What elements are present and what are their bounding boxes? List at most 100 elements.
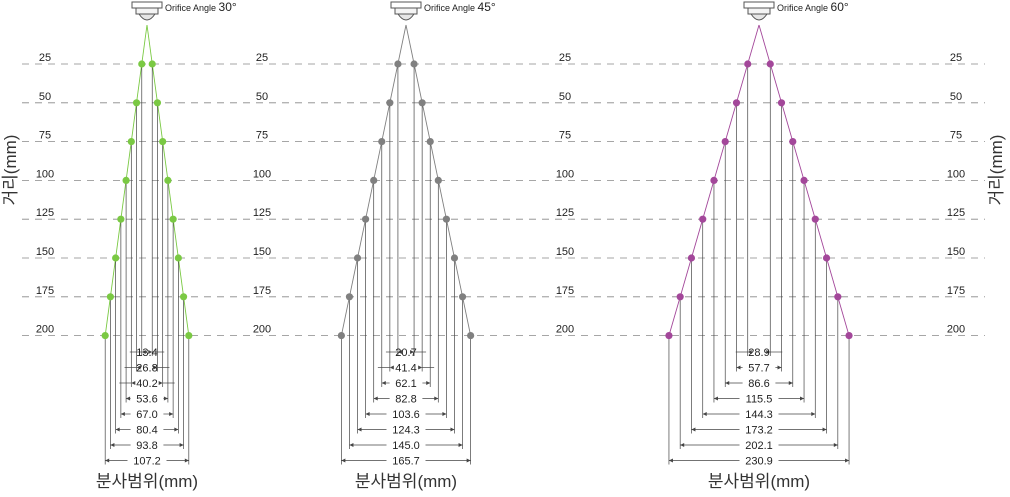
dimension-arrow-right	[766, 350, 771, 354]
dimension-arrow-left	[120, 412, 125, 416]
nozzle-tip	[750, 13, 768, 21]
orifice-angle-value: 30°	[219, 0, 237, 14]
orifice-angle-prefix: Orifice Angle	[165, 3, 219, 13]
panel-0: Orifice Angle 30° 13.4 26.8 40.2 53.6 67.0 80.…	[96, 0, 237, 491]
data-point	[174, 254, 182, 262]
data-point	[410, 60, 418, 68]
data-point	[676, 293, 684, 301]
dimension-arrow-left	[702, 412, 707, 416]
dimension-arrow-left	[357, 427, 362, 432]
width-label-25: 13.4	[136, 347, 157, 359]
data-point	[164, 176, 172, 184]
dimension-arrow-right	[169, 412, 174, 416]
data-point	[127, 138, 135, 146]
data-point	[159, 138, 167, 146]
distance-tick-label-100: 100	[36, 168, 54, 180]
distance-tick-label-75: 75	[950, 130, 962, 142]
distance-tick-label-150: 150	[947, 246, 965, 258]
x-axis-label: 분사범위(mm)	[708, 472, 810, 491]
orifice-angle-prefix: Orifice Angle	[777, 3, 831, 13]
distance-tick-label-75: 75	[39, 130, 51, 142]
distance-tick-label-25: 25	[950, 52, 962, 64]
spray-panels: Orifice Angle 30° 13.4 26.8 40.2 53.6 67.0 80.…	[96, 0, 853, 491]
nozzle-body	[394, 7, 418, 15]
nozzle-body	[747, 7, 771, 15]
dimension-arrow-left	[141, 350, 146, 354]
distance-tick-label-50: 50	[39, 91, 51, 103]
width-label-200: 165.7	[392, 456, 420, 468]
dimension-arrow-left	[389, 365, 394, 370]
distance-tick-label-150: 150	[253, 246, 271, 258]
orifice-angle-label: Orifice Angle 45°	[424, 0, 496, 14]
data-point	[710, 176, 718, 184]
distance-tick-label-75: 75	[559, 130, 571, 142]
dimension-arrow-right	[153, 365, 158, 370]
distance-tick-label-175: 175	[947, 285, 965, 297]
dimension-arrow-left	[747, 350, 752, 354]
distance-tick-label-25: 25	[559, 52, 571, 64]
nozzle-icon	[743, 1, 775, 21]
dimension-arrow-left	[680, 443, 685, 447]
dimension-arrow-left	[668, 458, 673, 463]
dimension-arrow-left	[381, 381, 386, 385]
dimension-arrow-right	[174, 427, 179, 432]
orifice-angle-label: Orifice Angle 30°	[165, 0, 237, 14]
dimension-arrow-left	[349, 443, 354, 447]
dimension-arrow-right	[777, 365, 782, 370]
distance-tick-label-200: 200	[253, 324, 271, 336]
nozzle-icon	[131, 1, 163, 21]
data-point	[101, 332, 109, 340]
distance-tick-label-50: 50	[559, 91, 571, 103]
distance-tick-label-100: 100	[947, 168, 965, 180]
dimension-arrow-right	[822, 427, 827, 432]
panel-1: Orifice Angle 45° 20.7 41.4 62.1 82.8 103.6 12…	[337, 0, 496, 491]
distance-tick-label-100: 100	[253, 168, 271, 180]
data-point	[822, 254, 831, 262]
distance-tick-label-150: 150	[556, 246, 574, 258]
width-label-100: 53.6	[136, 394, 157, 406]
width-label-25: 20.7	[395, 347, 416, 359]
data-point	[744, 60, 752, 68]
distance-tick-label-25: 25	[256, 52, 268, 64]
dimension-arrow-right	[450, 427, 455, 432]
dimension-arrow-left	[725, 381, 730, 385]
dimension-arrow-right	[458, 443, 463, 447]
data-point	[185, 332, 193, 340]
nozzle-icon	[390, 1, 422, 21]
distance-tick-label-25: 25	[39, 52, 51, 64]
dimension-arrow-right	[442, 412, 447, 416]
width-label-200: 230.9	[745, 456, 773, 468]
width-label-75: 40.2	[136, 378, 157, 390]
data-point	[434, 176, 442, 184]
data-point	[353, 254, 362, 262]
dimension-arrow-right	[410, 350, 415, 354]
data-point	[148, 60, 156, 68]
width-label-125: 103.6	[392, 409, 420, 421]
dimension-arrow-left	[110, 443, 115, 447]
dimension-arrow-left	[691, 427, 696, 432]
distance-tick-label-150: 150	[36, 246, 54, 258]
width-label-125: 144.3	[745, 409, 773, 421]
dimension-arrow-right	[179, 443, 184, 447]
data-point	[442, 215, 451, 223]
orifice-angle-prefix: Orifice Angle	[424, 3, 478, 13]
width-label-50: 57.7	[748, 363, 769, 375]
dimension-arrow-left	[115, 427, 120, 432]
data-point	[789, 138, 797, 146]
data-point	[394, 60, 402, 68]
data-point	[138, 60, 146, 68]
width-label-75: 86.6	[748, 378, 769, 390]
distance-tick-label-100: 100	[556, 168, 574, 180]
orifice-angle-value: 60°	[831, 0, 849, 14]
orifice-angle-value: 45°	[478, 0, 496, 14]
data-point	[345, 293, 354, 301]
dimension-arrow-right	[163, 396, 168, 401]
width-label-175: 145.0	[392, 440, 420, 452]
dimension-arrow-right	[418, 365, 423, 370]
data-point	[845, 332, 853, 340]
width-label-175: 93.8	[136, 440, 157, 452]
distance-tick-label-175: 175	[253, 285, 271, 297]
distance-tick-label-175: 175	[556, 285, 574, 297]
x-axis-label: 분사범위(mm)	[355, 472, 457, 491]
